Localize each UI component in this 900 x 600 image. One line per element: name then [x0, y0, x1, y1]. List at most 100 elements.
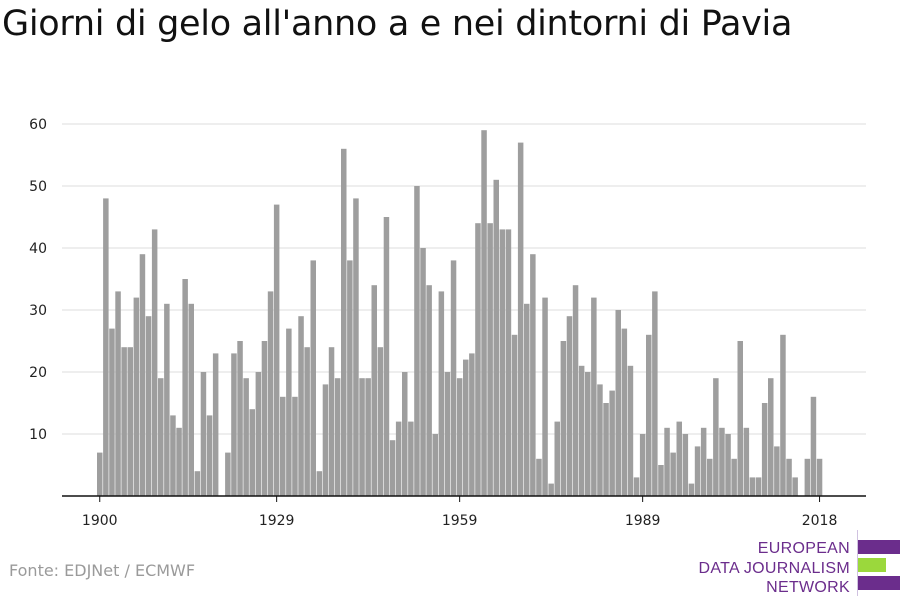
y-tick-label-50: 50 [29, 179, 47, 195]
bar-1917 [200, 372, 207, 496]
bar-2006 [743, 427, 750, 496]
y-axis-labels: 10 20 30 40 50 60 [29, 117, 47, 443]
logo-line-3: NETWORK [766, 579, 850, 596]
bar-1913 [176, 427, 182, 496]
bar-1970 [524, 303, 530, 496]
bar-1981 [591, 297, 597, 496]
bar-2011 [774, 446, 780, 496]
edjnet-logo[interactable]: EUROPEAN DATA JOURNALISM NETWORK [699, 530, 900, 598]
bar-1955 [432, 434, 438, 496]
bar-1959 [456, 378, 463, 496]
bar-1919 [212, 353, 219, 496]
bar-2001 [713, 378, 719, 496]
bar-1921 [225, 452, 231, 496]
bar-1941 [347, 260, 353, 496]
bar-1982 [597, 384, 603, 496]
bar-1974 [548, 483, 554, 496]
bar-1902 [109, 328, 115, 496]
logo-divider [857, 530, 858, 596]
bar-1915 [188, 303, 194, 496]
logo-line-2: DATA JOURNALISM [698, 559, 850, 577]
bar-1995 [676, 421, 682, 496]
bar-1927 [261, 341, 268, 496]
bar-1905 [127, 347, 133, 496]
logo-bar-top [858, 540, 900, 554]
bar-1908 [145, 316, 152, 496]
bar-2013 [786, 458, 792, 496]
y-tick-label-20: 20 [29, 365, 47, 381]
bar-2005 [737, 341, 743, 496]
bar-1992 [658, 465, 664, 496]
bar-1938 [328, 347, 335, 496]
bar-1901 [103, 198, 109, 496]
bar-1998 [694, 446, 701, 496]
bar-1983 [603, 403, 609, 496]
bar-1956 [438, 291, 445, 496]
logo-bar-bottom [858, 576, 900, 590]
y-tick-label-60: 60 [29, 117, 47, 133]
bar-1948 [389, 440, 396, 496]
bar-1940 [341, 148, 347, 497]
bar-1953 [420, 248, 426, 496]
x-tick-label-1989: 1989 [625, 513, 661, 529]
logo-text: EUROPEAN DATA JOURNALISM NETWORK [699, 539, 850, 598]
bar-1929 [273, 204, 280, 496]
bar-1985 [615, 310, 621, 496]
bar-1947 [383, 217, 390, 496]
bar-1951 [408, 421, 414, 496]
bar-1964 [487, 223, 493, 496]
bar-1904 [121, 347, 127, 496]
bar-2010 [768, 378, 774, 496]
bar-1910 [158, 378, 164, 496]
bar-1994 [670, 452, 676, 496]
bar-1949 [395, 421, 402, 496]
bar-1945 [371, 285, 377, 496]
bar-2012 [780, 334, 786, 496]
bar-2003 [725, 434, 731, 496]
bar-1954 [426, 285, 432, 496]
bar-1923 [237, 341, 243, 496]
bar-1952 [414, 186, 420, 496]
bar-1930 [280, 396, 286, 496]
bar-1957 [444, 372, 451, 496]
page-title: Giorni di gelo all'anno a e nei dintorni… [2, 4, 793, 44]
bar-1984 [609, 390, 615, 496]
bar-2004 [731, 458, 737, 496]
bar-1990 [646, 334, 652, 496]
bar-1966 [499, 229, 506, 496]
bar-1968 [511, 334, 518, 496]
bar-1937 [322, 384, 329, 496]
bar-1978 [572, 285, 579, 496]
bar-1932 [292, 396, 298, 496]
bar-1944 [365, 378, 371, 496]
bar-1980 [585, 372, 591, 496]
bar-1999 [700, 427, 707, 496]
x-axis: 1900 1929 1959 1989 2018 [62, 495, 866, 529]
bar-1912 [170, 415, 176, 496]
bar-1989 [639, 434, 646, 496]
bar-1988 [633, 477, 640, 496]
bar-1971 [530, 254, 536, 496]
bar-1997 [688, 483, 695, 496]
x-tick-label-1929: 1929 [259, 513, 295, 529]
bar-1991 [652, 291, 658, 496]
bar-1933 [298, 316, 304, 496]
bar-1996 [682, 434, 689, 496]
bar-1958 [450, 260, 457, 496]
bar-2017 [810, 396, 817, 496]
bar-2007 [749, 477, 756, 496]
bar-1903 [115, 291, 121, 496]
bar-1936 [316, 471, 323, 496]
bar-1965 [493, 179, 499, 497]
x-tick-label-1959: 1959 [442, 513, 478, 529]
bar-1924 [243, 378, 249, 496]
bar-2008 [755, 477, 762, 496]
bar-1909 [151, 229, 158, 496]
bar-1986 [621, 328, 628, 496]
bar-1977 [566, 316, 573, 496]
bar-1972 [536, 458, 542, 496]
bar-1925 [249, 409, 255, 496]
bar-1926 [255, 372, 262, 496]
bar-1976 [560, 341, 567, 496]
source-note: Fonte: EDJNet / ECMWF [9, 561, 196, 580]
